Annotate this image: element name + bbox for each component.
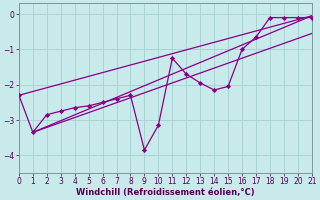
Point	[114, 97, 119, 100]
Point	[58, 110, 63, 113]
Point	[281, 16, 286, 19]
Point	[198, 81, 203, 85]
Point	[212, 88, 217, 92]
Point	[309, 16, 314, 19]
Point	[156, 124, 161, 127]
X-axis label: Windchill (Refroidissement éolien,°C): Windchill (Refroidissement éolien,°C)	[76, 188, 255, 197]
Point	[268, 16, 273, 19]
Point	[239, 48, 244, 51]
Point	[253, 35, 259, 39]
Point	[100, 101, 105, 104]
Point	[184, 72, 189, 76]
Point	[170, 57, 175, 60]
Point	[86, 104, 91, 107]
Point	[128, 94, 133, 97]
Point	[30, 131, 36, 134]
Point	[16, 94, 21, 97]
Point	[142, 148, 147, 152]
Point	[44, 113, 49, 116]
Point	[295, 16, 300, 19]
Point	[72, 106, 77, 109]
Point	[226, 85, 231, 88]
